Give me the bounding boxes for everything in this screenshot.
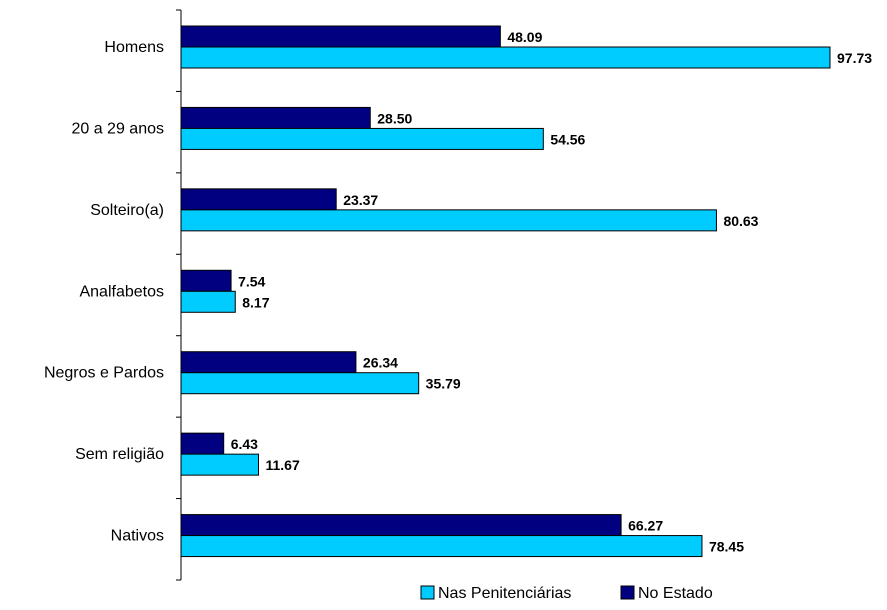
data-label-nas-penitenciarias-20-a-29-anos: 54.56 (550, 131, 585, 147)
data-label-nas-penitenciarias-homens: 97.73 (837, 50, 872, 66)
legend-swatch-nas-penitenciarias (420, 585, 435, 600)
bar-nas-penitenciarias-nativos (180, 535, 703, 558)
data-label-nas-penitenciarias-solteiro-a: 80.63 (723, 213, 758, 229)
labels: Homens 48.09 97.73 20 a 29 anos 28.50 54.56 So… (44, 29, 872, 555)
legend: Nas Penitenciárias No Estado (420, 585, 713, 602)
category-label-negros-e-pardos: Negros e Pardos (44, 365, 164, 382)
data-label-nas-penitenciarias-nativos: 78.45 (709, 539, 744, 555)
data-label-nas-penitenciarias-sem-religiao: 11.67 (265, 457, 299, 473)
category-label-analfabetos: Analfabetos (79, 283, 164, 300)
bar-no-estado-20-a-29-anos (180, 106, 371, 129)
legend-label-no-estado: No Estado (638, 585, 713, 602)
category-label-homens: Homens (104, 39, 164, 56)
data-label-nas-penitenciarias-analfabetos: 8.17 (242, 294, 269, 310)
data-label-no-estado-nativos: 66.27 (628, 518, 663, 534)
data-label-no-estado-homens: 48.09 (507, 29, 542, 45)
category-label-sem-religiao: Sem religião (75, 446, 164, 463)
bar-no-estado-solteiro-a (180, 188, 337, 211)
data-label-no-estado-20-a-29-anos: 28.50 (377, 110, 412, 126)
bars (180, 25, 831, 558)
data-label-no-estado-analfabetos: 7.54 (238, 273, 265, 289)
bar-nas-penitenciarias-solteiro-a (180, 209, 717, 232)
category-label-solteiro-a: Solteiro(a) (90, 202, 164, 219)
legend-swatch-no-estado (620, 585, 635, 600)
category-label-20-a-29-anos: 20 a 29 anos (71, 120, 164, 137)
data-label-no-estado-solteiro-a: 23.37 (343, 192, 378, 208)
bar-nas-penitenciarias-negros-e-pardos (180, 372, 420, 395)
data-label-no-estado-negros-e-pardos: 26.34 (363, 355, 398, 371)
legend-label-nas-penitenciarias: Nas Penitenciárias (438, 585, 571, 602)
bar-nas-penitenciarias-20-a-29-anos (180, 127, 544, 150)
bar-nas-penitenciarias-sem-religiao (180, 453, 259, 476)
bar-no-estado-negros-e-pardos (180, 351, 357, 374)
bar-no-estado-sem-religiao (180, 432, 225, 455)
data-label-no-estado-sem-religiao: 6.43 (231, 436, 258, 452)
bar-no-estado-analfabetos (180, 269, 232, 292)
bar-nas-penitenciarias-analfabetos (180, 290, 236, 313)
y-axis (176, 9, 182, 581)
category-label-nativos: Nativos (111, 528, 164, 545)
bar-no-estado-homens (180, 25, 501, 48)
bar-no-estado-nativos (180, 514, 622, 537)
bar-nas-penitenciarias-homens (180, 46, 831, 69)
data-label-nas-penitenciarias-negros-e-pardos: 35.79 (426, 376, 461, 392)
